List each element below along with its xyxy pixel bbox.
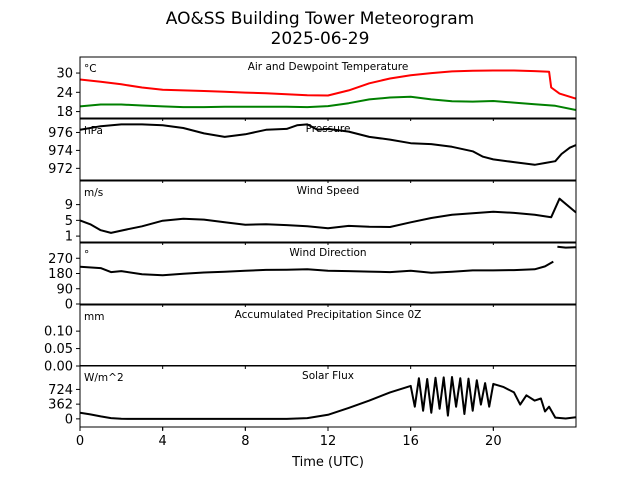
x-axis: 0 4 8 12 16 20 xyxy=(76,427,502,449)
pressure-ytick-label: 976 xyxy=(48,126,73,141)
temp-series-1-line xyxy=(80,95,576,111)
solar-series-group xyxy=(80,376,576,420)
wspd-series-group xyxy=(80,197,576,234)
precip-unit-label: mm xyxy=(84,311,104,323)
pressure-ytick-label: 974 xyxy=(48,144,73,159)
xtick-label: 12 xyxy=(320,434,337,449)
pressure-series-0-line xyxy=(80,123,576,166)
wdir-series-0-line xyxy=(80,260,554,277)
pressure-ytick-label: 972 xyxy=(48,162,73,177)
x-axis-label: Time (UTC) xyxy=(291,455,364,470)
wdir-ytick-label: 0 xyxy=(65,298,73,313)
precip-ytick-label: 0.00 xyxy=(44,360,73,375)
xtick-label: 4 xyxy=(159,434,167,449)
figure-date: 2025-06-29 xyxy=(271,29,370,49)
wdir-series-1-line xyxy=(557,245,576,249)
panel-temp: 18 24 30 °C Air and Dewpoint Temperature xyxy=(56,56,577,121)
panel-pressure: 972 974 976 hPa Pressure xyxy=(48,118,577,183)
temp-series-0-line xyxy=(80,69,576,100)
wspd-ytick-label: 5 xyxy=(65,214,73,229)
solar-ytick-label: 724 xyxy=(48,383,73,398)
wdir-unit-label: ° xyxy=(84,249,89,261)
wspd-panel-title: Wind Speed xyxy=(297,185,360,197)
figure-title: AO&SS Building Tower Meteorogram xyxy=(166,9,474,29)
wdir-ytick-label: 90 xyxy=(56,282,73,297)
precip-ytick-label: 0.10 xyxy=(44,325,73,340)
precip-ytick-label: 0.05 xyxy=(44,342,73,357)
solar-series-0-line xyxy=(80,376,576,420)
wdir-ytick-label: 180 xyxy=(48,267,73,282)
wspd-series-0-line xyxy=(80,197,576,234)
wdir-ytick-label: 270 xyxy=(48,252,73,267)
solar-ytick-label: 362 xyxy=(48,398,73,413)
temp-unit-label: °C xyxy=(84,63,97,75)
panel-precip: 0.00 0.05 0.10 mm Accumulated Precipitation … xyxy=(44,304,577,375)
temp-ytick-label: 30 xyxy=(56,67,73,82)
xtick-label: 0 xyxy=(76,434,84,449)
wdir-panel-title: Wind Direction xyxy=(289,247,366,259)
pressure-panel-title: Pressure xyxy=(306,123,351,135)
panel-wspd: 159 m/s Wind Speed xyxy=(65,180,577,245)
xtick-label: 20 xyxy=(485,434,502,449)
pressure-series-group xyxy=(80,123,576,166)
xtick-label: 16 xyxy=(402,434,419,449)
temp-ytick-label: 24 xyxy=(56,86,73,101)
pressure-unit-label: hPa xyxy=(84,125,103,137)
solar-unit-label: W/m^2 xyxy=(84,372,124,384)
temp-panel-title: Air and Dewpoint Temperature xyxy=(248,61,409,73)
xtick-label: 8 xyxy=(241,434,249,449)
wspd-ytick-label: 9 xyxy=(65,198,73,213)
wspd-ytick-label: 1 xyxy=(65,230,73,245)
wdir-series-group xyxy=(80,245,576,277)
wspd-unit-label: m/s xyxy=(84,187,103,199)
solar-ytick-label: 0 xyxy=(65,412,73,427)
precip-panel-title: Accumulated Precipitation Since 0Z xyxy=(235,309,422,321)
temp-series-group xyxy=(80,69,576,111)
temp-ytick-label: 18 xyxy=(56,105,73,120)
solar-panel-title: Solar Flux xyxy=(302,370,354,382)
